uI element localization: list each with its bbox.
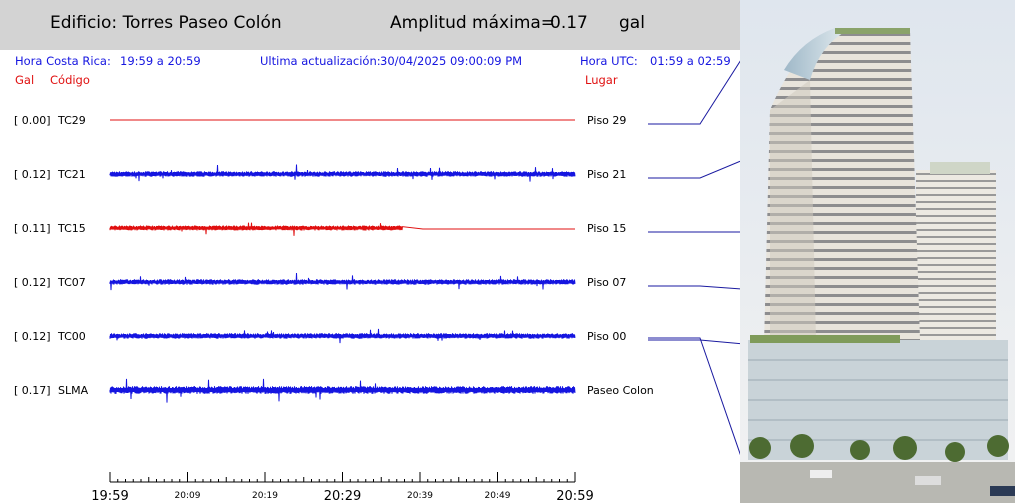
station-code: SLMA	[58, 384, 89, 397]
x-tick-label: 20:59	[556, 489, 593, 503]
trace-tc07: [ 0.12] TC07 Piso 07	[14, 272, 626, 291]
place-label: Piso 00	[587, 330, 626, 343]
col-gal: Gal	[15, 73, 35, 87]
header-bar	[0, 0, 740, 50]
building-photo	[740, 0, 1015, 503]
leader-line-halo	[648, 67, 740, 128]
gal-value: [ 0.00]	[14, 114, 51, 127]
place-label: Paseo Colon	[587, 384, 654, 397]
building-title: Edificio: Torres Paseo Colón	[50, 13, 282, 33]
x-tick-label: 19:59	[91, 489, 128, 503]
local-time-range: 19:59 a 20:59	[120, 54, 201, 68]
leader-line	[648, 339, 740, 345]
station-code: TC21	[57, 168, 86, 181]
seismogram-chart: [ 0.00] TC29 Piso 29[ 0.12] TC21 Piso 21[ 0.…	[14, 60, 740, 503]
x-tick-label: 20:49	[485, 491, 511, 501]
station-code: TC07	[57, 276, 86, 289]
leader-line	[648, 60, 740, 125]
waveform-line	[109, 328, 576, 344]
trace-tc00: [ 0.12] TC00 Piso 00	[14, 328, 626, 344]
waveform-line	[109, 272, 576, 291]
gal-value: [ 0.17]	[14, 384, 51, 397]
leader-line-halo	[648, 342, 740, 348]
waveform-line	[109, 222, 575, 236]
local-time-label: Hora Costa Rica:	[15, 54, 111, 68]
utc-time-label: Hora UTC:	[580, 54, 638, 68]
place-label: Piso 21	[587, 168, 626, 181]
col-code: Código	[50, 73, 90, 87]
gal-value: [ 0.12]	[14, 330, 51, 343]
leader-line	[648, 160, 740, 179]
place-label: Piso 29	[587, 114, 626, 127]
waveform-line	[109, 378, 576, 403]
trace-tc21: [ 0.12] TC21 Piso 21	[14, 164, 626, 182]
leader-line-halo	[648, 288, 740, 293]
col-place: Lugar	[585, 73, 618, 87]
amplitude-value: 0.17	[550, 13, 588, 33]
x-tick-label: 20:09	[175, 491, 201, 501]
leader-line	[648, 337, 740, 456]
gal-value: [ 0.12]	[14, 168, 51, 181]
gal-value: [ 0.11]	[14, 222, 51, 235]
station-code: TC29	[57, 114, 86, 127]
place-label: Piso 07	[587, 276, 626, 289]
place-label: Piso 15	[587, 222, 626, 235]
update-label: Ultima actualización:	[260, 54, 381, 68]
x-tick-label: 20:39	[407, 491, 433, 501]
amplitude-unit: gal	[619, 13, 645, 33]
update-value: 30/04/2025 09:00:09 PM	[380, 54, 523, 68]
gal-value: [ 0.12]	[14, 276, 51, 289]
utc-time-range: 01:59 a 02:59	[650, 54, 731, 68]
x-tick-label: 20:29	[324, 489, 361, 503]
station-code: TC15	[57, 222, 86, 235]
station-code: TC00	[57, 330, 86, 343]
leader-line	[648, 285, 740, 290]
trace-slma: [ 0.17] SLMA Paseo Colon	[14, 378, 654, 403]
trace-tc29: [ 0.00] TC29 Piso 29	[14, 114, 626, 127]
x-tick-label: 20:19	[252, 491, 278, 501]
amplitude-label: Amplitud máxima=	[390, 13, 556, 33]
trace-tc15: [ 0.11] TC15 Piso 15	[14, 222, 626, 236]
waveform-line	[109, 164, 576, 182]
leader-line-halo	[648, 164, 740, 182]
